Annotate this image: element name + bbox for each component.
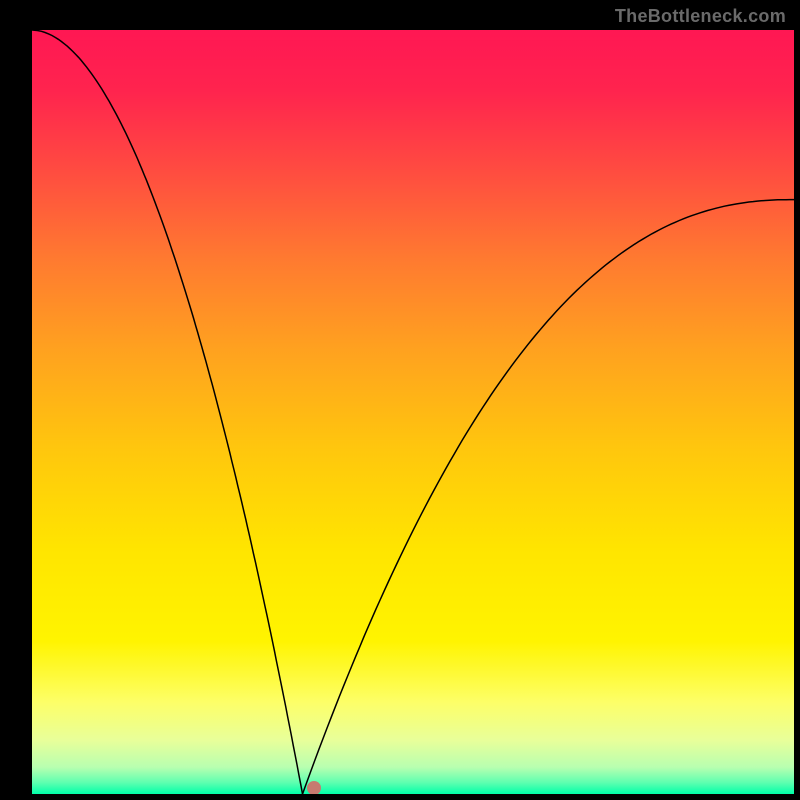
optimal-point-marker bbox=[307, 781, 321, 794]
bottleneck-curve-left bbox=[32, 30, 303, 794]
bottleneck-curve-right bbox=[303, 200, 795, 794]
watermark-text: TheBottleneck.com bbox=[615, 6, 786, 27]
curve-svg bbox=[32, 30, 794, 794]
plot-area bbox=[32, 30, 794, 794]
